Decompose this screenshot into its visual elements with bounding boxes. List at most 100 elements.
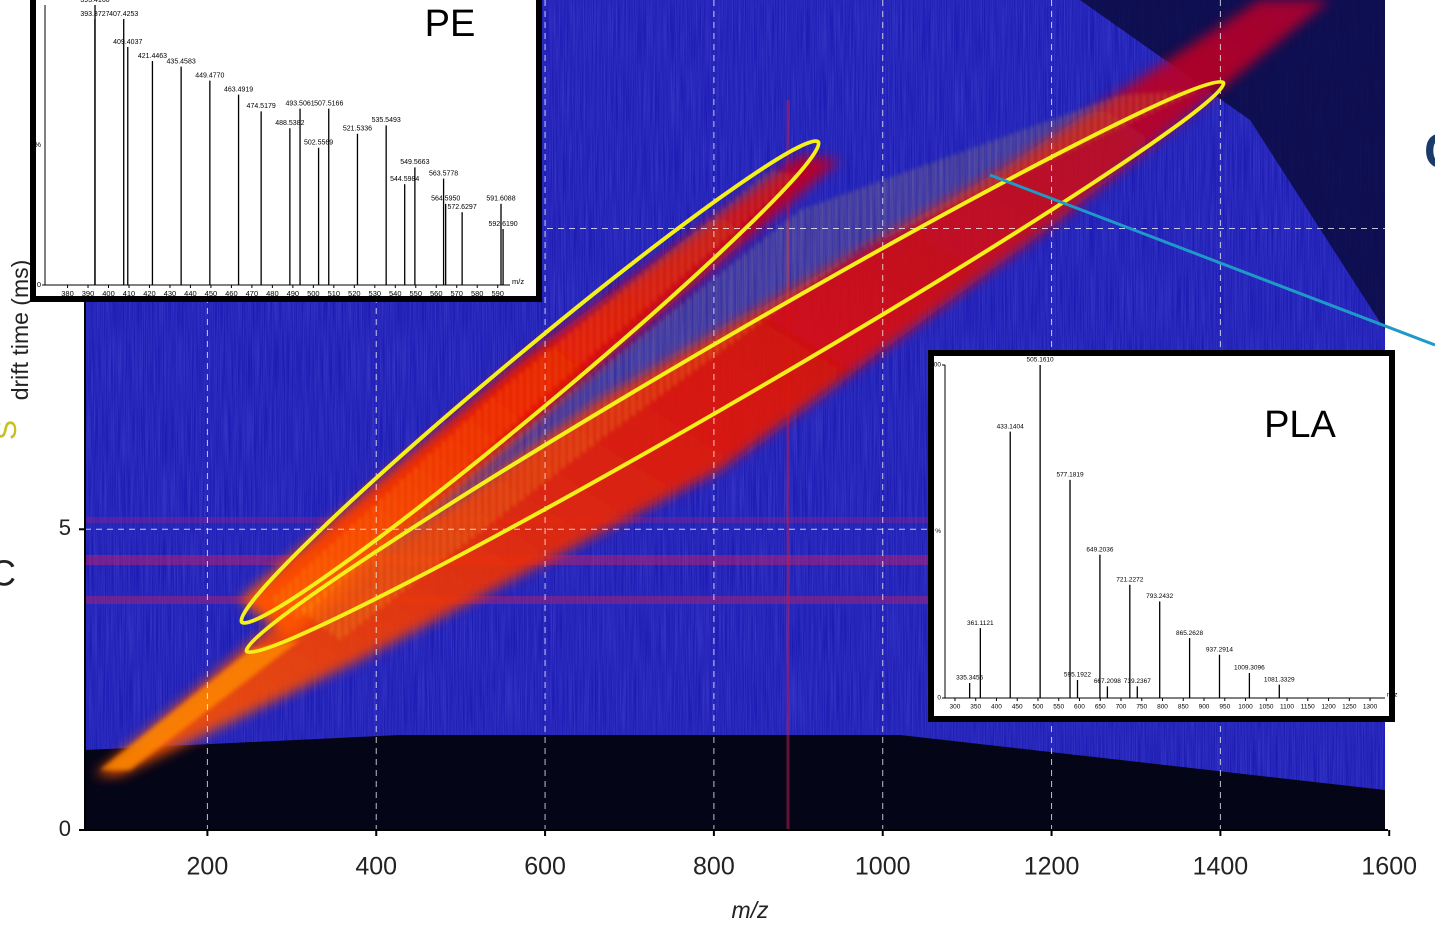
peak-label: 564.5950 xyxy=(431,196,460,203)
inset-title: PLA xyxy=(1264,404,1336,446)
inset-y-tick-label: 0 xyxy=(937,695,941,702)
x-tick-label: 1000 xyxy=(855,853,911,881)
inset-x-tick-label: 400 xyxy=(102,289,115,298)
inset-x-tick-label: 750 xyxy=(1136,704,1147,711)
peak-label: 421.4463 xyxy=(138,53,167,60)
inset-x-tick-label: 550 xyxy=(410,289,423,298)
peak-label: 563.5778 xyxy=(429,170,458,177)
peak-label: 649.2036 xyxy=(1086,547,1113,554)
inset-y-tick-label: 100 xyxy=(930,362,941,369)
heatmap-low-region xyxy=(85,735,1385,830)
inset-x-tick-label: 1200 xyxy=(1321,704,1336,711)
peak-label: 591.6088 xyxy=(486,196,515,203)
inset-x-tick-label: 900 xyxy=(1199,704,1210,711)
pointer-line xyxy=(989,173,1435,347)
labels: S C C xyxy=(0,123,1435,593)
peak-label: 535.5493 xyxy=(372,117,401,124)
x-axis-label: m/z xyxy=(731,897,769,923)
peak-label: 507.5166 xyxy=(314,100,343,107)
inset-x-tick-label: 590 xyxy=(491,289,504,298)
y-tick-label: 0 xyxy=(59,816,71,841)
inset-x-tick-label: 480 xyxy=(266,289,279,298)
inset-x-tick-label: 520 xyxy=(348,289,361,298)
inset-y-tick-label: 0 xyxy=(37,280,41,289)
peak-label: 1009.3096 xyxy=(1234,665,1265,672)
inset-x-tick-label: 580 xyxy=(471,289,484,298)
inset-y-axis-label: % xyxy=(935,528,941,535)
inset-x-tick-label: 350 xyxy=(970,704,981,711)
pe-inset-frame xyxy=(30,0,542,302)
inset-x-tick-label: 510 xyxy=(328,289,341,298)
pla-inset-frame xyxy=(928,350,1395,722)
x-tick-label: 1200 xyxy=(1024,853,1080,881)
inset-x-tick-label: 430 xyxy=(164,289,177,298)
annotations xyxy=(239,79,1435,655)
peak-label: 1081.3329 xyxy=(1264,676,1295,683)
inset-x-tick-label: 1100 xyxy=(1280,704,1294,711)
peak-label: 793.2432 xyxy=(1146,593,1173,600)
heatmap-streaks xyxy=(270,170,800,620)
peak-label: 502.5569 xyxy=(304,140,333,147)
peak-label: 865.2628 xyxy=(1176,630,1203,637)
inset-x-axis-label: m/z xyxy=(512,277,524,286)
peak-label: 409.4037 xyxy=(113,39,142,46)
inset-x-tick-label: 440 xyxy=(184,289,197,298)
inset-x-tick-label: 500 xyxy=(307,289,320,298)
y-tick-label: 5 xyxy=(59,515,71,540)
inset-x-tick-label: 460 xyxy=(225,289,238,298)
peak-label: 721.2272 xyxy=(1116,576,1143,583)
pe-region-outline xyxy=(239,138,821,626)
edge-text: S xyxy=(0,420,23,440)
peak-label: 393.3727 xyxy=(80,11,109,18)
inset-x-tick-label: 490 xyxy=(287,289,300,298)
inset-x-tick-label: 560 xyxy=(430,289,443,298)
peak-label: 361.1121 xyxy=(967,620,994,627)
inset-x-tick-label: 570 xyxy=(450,289,463,298)
inset-x-tick-label: 420 xyxy=(143,289,156,298)
peak-label: 544.5984 xyxy=(390,176,419,183)
peak-label: 335.3456 xyxy=(956,675,983,682)
x-tick-label: 400 xyxy=(355,853,397,881)
peak-label: 474.5179 xyxy=(247,103,276,110)
peak-label: 739.2367 xyxy=(1124,678,1151,685)
x-tick-label: 200 xyxy=(187,853,229,881)
peak-label: 592.6190 xyxy=(488,221,517,228)
heatmap-streaks xyxy=(300,90,1200,640)
peak-label: 488.5382 xyxy=(275,120,304,127)
x-tick-label: 800 xyxy=(693,853,735,881)
peak-label: 505.1610 xyxy=(1027,357,1054,364)
insets: 380 390 400 410 420 430 440 450 460 470 480 490 500 5… xyxy=(30,0,1397,722)
inset-x-tick-label: 470 xyxy=(246,289,259,298)
inset-x-tick-label: 600 xyxy=(1074,704,1085,711)
inset-title: PE xyxy=(425,3,476,45)
peak-label: 577.1819 xyxy=(1056,472,1083,479)
peak-label: 493.5061 xyxy=(285,100,314,107)
inset-x-tick-label: 380 xyxy=(61,289,74,298)
edge-text: C xyxy=(1424,123,1435,179)
inset-x-tick-label: 450 xyxy=(1012,704,1023,711)
edge-text: C xyxy=(0,553,16,594)
heatmap-streaks xyxy=(100,640,300,770)
peak-label: 937.2914 xyxy=(1206,646,1233,653)
inset-x-tick-label: 850 xyxy=(1178,704,1189,711)
x-tick-label: 1400 xyxy=(1193,853,1249,881)
inset-x-tick-label: 1150 xyxy=(1301,704,1315,711)
peak-label: 595.1922 xyxy=(1064,672,1091,679)
inset-x-tick-label: 1300 xyxy=(1363,704,1378,711)
inset-x-tick-label: 800 xyxy=(1157,704,1168,711)
peak-label: 435.4583 xyxy=(167,58,196,65)
inset-x-tick-label: 950 xyxy=(1219,704,1230,711)
peak-label: 433.1404 xyxy=(997,423,1024,430)
inset-x-tick-label: 700 xyxy=(1116,704,1127,711)
peak-label: 667.2098 xyxy=(1094,678,1121,685)
inset-x-tick-label: 500 xyxy=(1033,704,1044,711)
x-tick-label: 600 xyxy=(524,853,566,881)
inset-x-tick-label: 1250 xyxy=(1342,704,1357,711)
y-axis-label: drift time (ms) xyxy=(7,260,33,401)
inset-x-tick-label: 410 xyxy=(123,289,136,298)
peak-label: 521.5336 xyxy=(343,126,372,133)
peak-label: 393.4160 xyxy=(80,0,109,4)
inset-x-tick-label: 450 xyxy=(205,289,218,298)
inset-x-tick-label: 1050 xyxy=(1259,704,1274,711)
